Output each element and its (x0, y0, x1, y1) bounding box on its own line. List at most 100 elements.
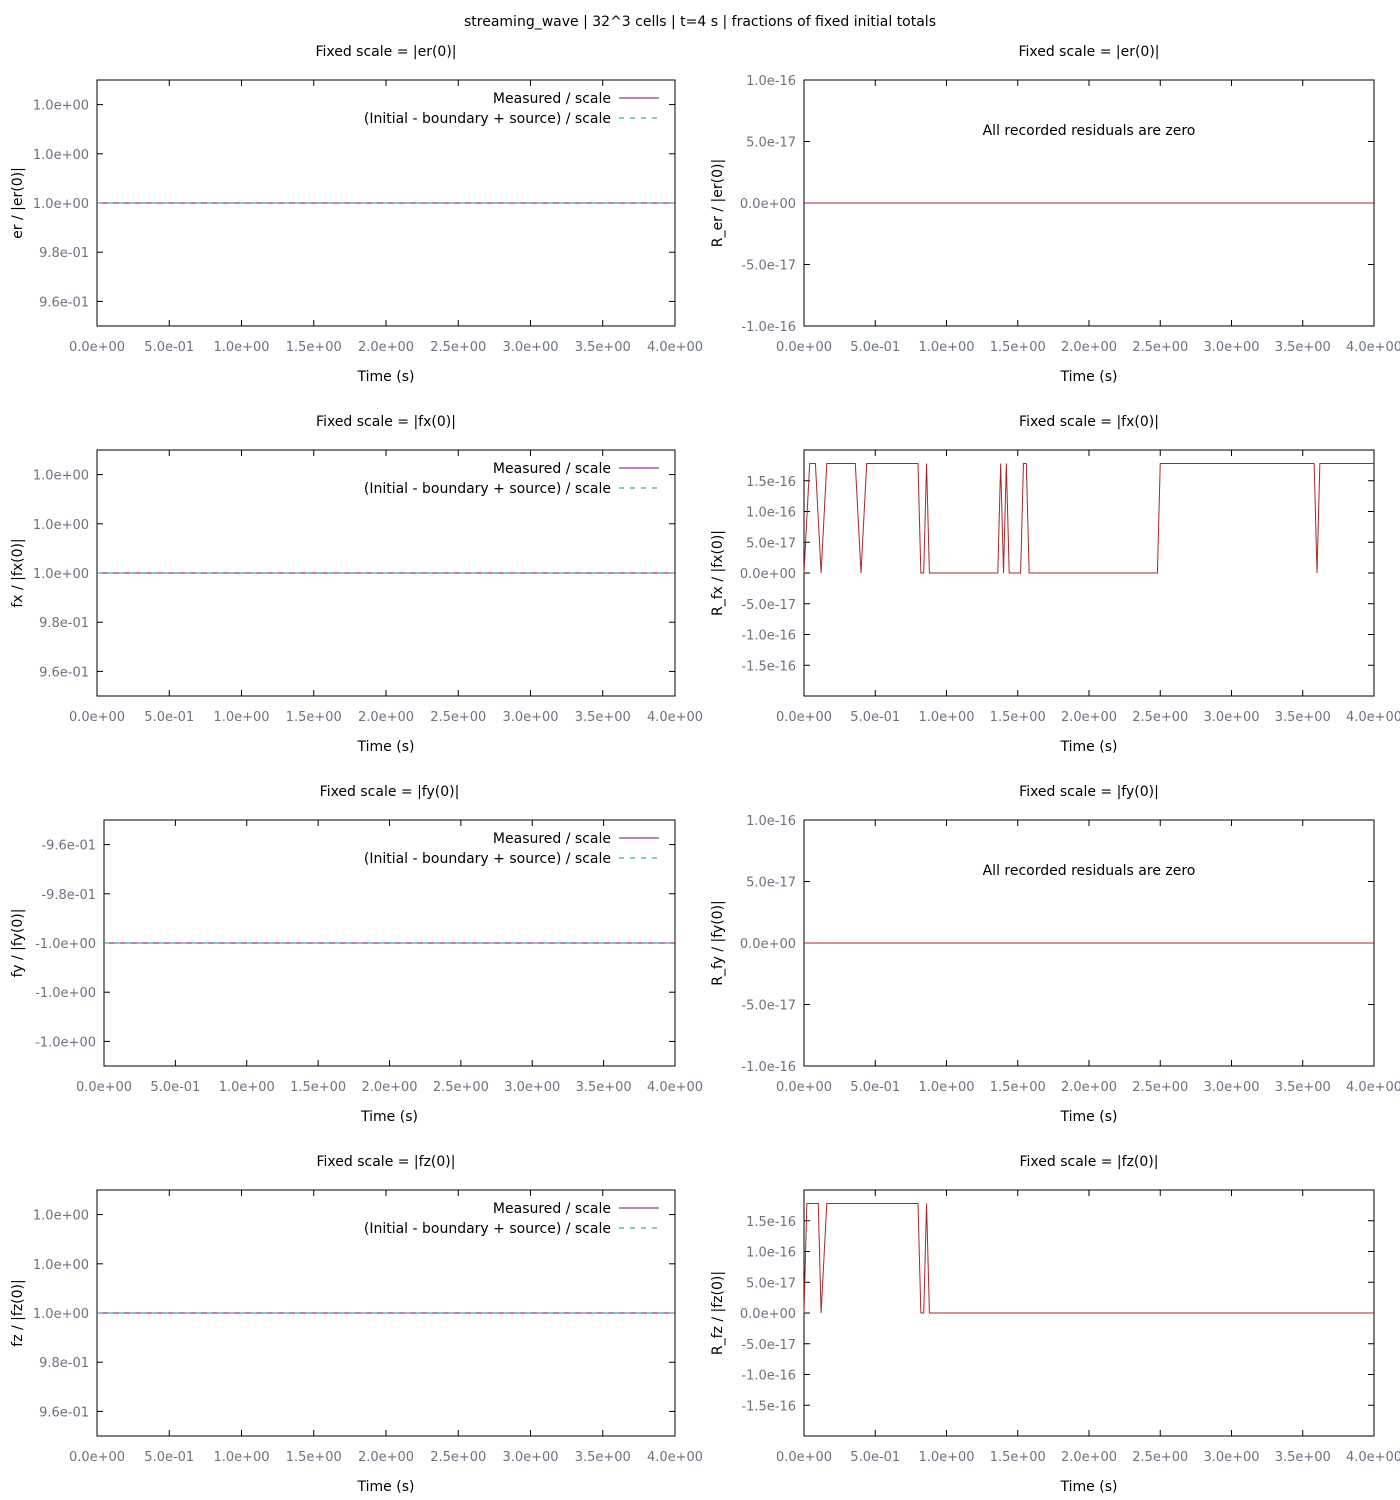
y-tick-label: -1.0e-16 (741, 629, 796, 644)
subplot-title: Fixed scale = |fy(0)| (1019, 784, 1159, 800)
residual-series-line (803, 1203, 1374, 1314)
x-tick-label: 1.5e+00 (286, 710, 342, 725)
y-tick-label: 1.0e+00 (33, 567, 89, 582)
x-tick-label: 0.0e+00 (69, 710, 125, 725)
subplot-6: Fixed scale = |fy(0)| 0.0e+00 5.0e-01 1.0e+… (710, 784, 1400, 1125)
legend-entry-label: (Initial - boundary + source) / scale (364, 1221, 611, 1237)
x-tick-label: 2.5e+00 (1132, 710, 1188, 725)
x-tick-label: 0.0e+00 (776, 1450, 832, 1465)
y-axis-label: R_er / |er(0)| (710, 159, 726, 247)
subplot-8: Fixed scale = |fz(0)| 0.0e+00 5.0e-01 1.0e+… (710, 1154, 1400, 1495)
y-tick-label: 5.0e-17 (746, 136, 796, 151)
y-tick-label: -1.0e+00 (35, 1035, 96, 1050)
subplot-title: Fixed scale = |fx(0)| (316, 414, 456, 430)
x-tick-label: 1.0e+00 (219, 1080, 275, 1095)
subplot-title: Fixed scale = |fz(0)| (1020, 1154, 1159, 1170)
x-tick-label: 3.0e+00 (504, 1080, 560, 1095)
x-tick-label: 0.0e+00 (69, 1450, 125, 1465)
x-tick-label: 3.5e+00 (575, 710, 631, 725)
x-tick-label: 2.0e+00 (358, 1450, 414, 1465)
legend-entry-label: Measured / scale (493, 461, 611, 477)
x-tick-label: 3.0e+00 (502, 710, 558, 725)
y-tick-label: 1.0e+00 (33, 197, 89, 212)
x-tick-label: 3.5e+00 (576, 1080, 632, 1095)
x-tick-label: 2.5e+00 (430, 1450, 486, 1465)
legend: Measured / scale (Initial - boundary + so… (364, 831, 659, 867)
x-tick-label: 4.0e+00 (1346, 340, 1400, 355)
y-tick-label: -1.5e-16 (741, 1399, 796, 1414)
x-tick-label: 2.5e+00 (1132, 340, 1188, 355)
x-tick-label: 2.5e+00 (1132, 1080, 1188, 1095)
y-axis-label: R_fy / |fy(0)| (710, 900, 726, 986)
x-tick-label: 4.0e+00 (1346, 1080, 1400, 1095)
legend-entry-label: (Initial - boundary + source) / scale (364, 851, 611, 867)
y-tick-label: -5.0e-17 (741, 259, 796, 274)
x-tick-label: 4.0e+00 (647, 1450, 703, 1465)
x-axis-label: Time (s) (357, 1479, 415, 1495)
x-axis-label: Time (s) (1060, 1479, 1118, 1495)
x-tick-label: 5.0e-01 (850, 710, 900, 725)
x-tick-label: 4.0e+00 (647, 1080, 703, 1095)
y-tick-label: 1.0e-16 (746, 1246, 796, 1261)
x-tick-label: 4.0e+00 (1346, 1450, 1400, 1465)
y-tick-label: 1.0e+00 (33, 1209, 89, 1224)
x-tick-label: 2.5e+00 (430, 340, 486, 355)
x-tick-label: 2.0e+00 (358, 340, 414, 355)
x-tick-label: 5.0e-01 (144, 1450, 194, 1465)
y-axis-label: R_fz / |fz(0)| (710, 1271, 726, 1355)
x-tick-label: 1.0e+00 (213, 1450, 269, 1465)
y-tick-label: 1.0e+00 (33, 469, 89, 484)
y-tick-label: 9.8e-01 (39, 616, 89, 631)
x-axis-label: Time (s) (1060, 739, 1118, 755)
x-tick-label: 4.0e+00 (647, 710, 703, 725)
y-tick-label: 1.0e+00 (33, 518, 89, 533)
y-tick-label: -5.0e-17 (741, 1338, 796, 1353)
x-tick-label: 3.5e+00 (1275, 340, 1331, 355)
legend-entry-label: (Initial - boundary + source) / scale (364, 111, 611, 127)
y-tick-label: 1.0e+00 (33, 1307, 89, 1322)
y-tick-label: 9.6e-01 (39, 665, 89, 680)
y-axis-label: fy / |fy(0)| (10, 909, 26, 978)
x-tick-label: 5.0e-01 (144, 710, 194, 725)
x-axis-label: Time (s) (360, 1109, 418, 1125)
x-tick-label: 3.0e+00 (1203, 1080, 1259, 1095)
legend-entry-label: (Initial - boundary + source) / scale (364, 481, 611, 497)
x-tick-label: 1.0e+00 (213, 710, 269, 725)
y-tick-label: 9.8e-01 (39, 246, 89, 261)
annotation-text: All recorded residuals are zero (983, 863, 1196, 879)
x-tick-label: 1.5e+00 (290, 1080, 346, 1095)
residual-series-line (803, 463, 1374, 574)
subplot-2: Fixed scale = |er(0)| 0.0e+00 5.0e-01 1.0e+… (710, 44, 1400, 385)
subplot-4: Fixed scale = |fx(0)| 0.0e+00 5.0e-01 1.0e+… (710, 414, 1400, 755)
subplot-title: Fixed scale = |er(0)| (315, 44, 456, 60)
y-axis-label: fz / |fz(0)| (10, 1279, 26, 1346)
y-tick-label: 1.0e-16 (746, 506, 796, 521)
x-tick-label: 0.0e+00 (76, 1080, 132, 1095)
y-tick-label: 5.0e-17 (746, 1276, 796, 1291)
x-tick-label: 1.0e+00 (918, 1450, 974, 1465)
x-tick-label: 1.5e+00 (286, 1450, 342, 1465)
x-tick-label: 3.5e+00 (575, 340, 631, 355)
y-tick-label: -1.5e-16 (741, 659, 796, 674)
x-tick-label: 4.0e+00 (1346, 710, 1400, 725)
legend-entry-label: Measured / scale (493, 831, 611, 847)
x-tick-label: 1.0e+00 (918, 710, 974, 725)
x-tick-label: 1.0e+00 (918, 340, 974, 355)
annotation-text: All recorded residuals are zero (983, 123, 1196, 139)
y-tick-label: -1.0e-16 (741, 1369, 796, 1384)
y-tick-label: 1.0e+00 (33, 99, 89, 114)
x-tick-label: 5.0e-01 (144, 340, 194, 355)
x-tick-label: 1.0e+00 (213, 340, 269, 355)
x-tick-label: 2.0e+00 (1061, 340, 1117, 355)
x-axis-label: Time (s) (357, 369, 415, 385)
x-tick-label: 0.0e+00 (69, 340, 125, 355)
x-tick-label: 2.0e+00 (1061, 710, 1117, 725)
subplot-5: Fixed scale = |fy(0)| 0.0e+00 5.0e-01 1.0e+… (10, 784, 703, 1125)
x-tick-label: 1.5e+00 (990, 340, 1046, 355)
x-tick-label: 0.0e+00 (776, 1080, 832, 1095)
x-tick-label: 3.5e+00 (1275, 1450, 1331, 1465)
y-axis-label: er / |er(0)| (10, 167, 26, 239)
x-tick-label: 2.5e+00 (1132, 1450, 1188, 1465)
y-tick-label: 1.0e+00 (33, 148, 89, 163)
